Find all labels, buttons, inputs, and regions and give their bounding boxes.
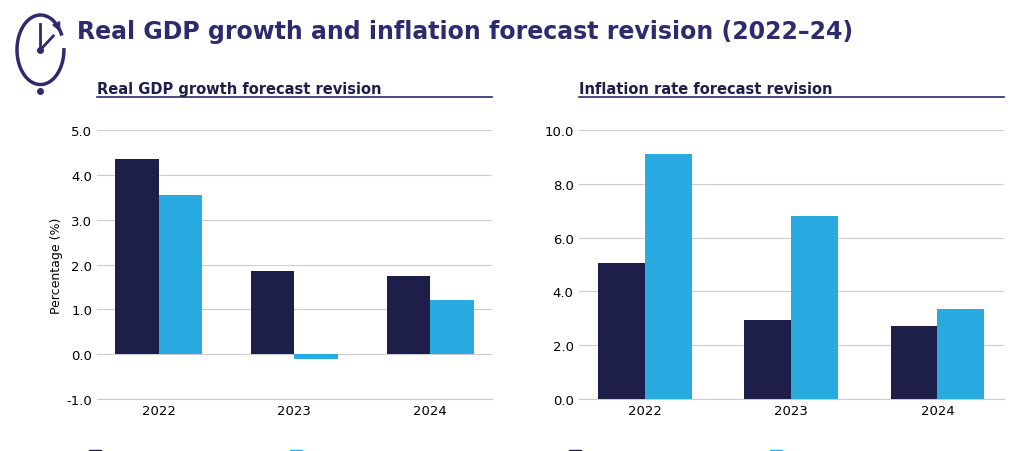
Legend: Forecast made in Feb 2022, Forecast made in Oct 2022: Forecast made in Feb 2022, Forecast made… bbox=[84, 445, 483, 451]
Bar bbox=[598, 264, 645, 399]
Legend: Forecast made in Feb 2022, Forecast made in Oct 2022: Forecast made in Feb 2022, Forecast made… bbox=[563, 445, 963, 451]
Bar bbox=[115, 160, 159, 354]
Bar bbox=[744, 320, 792, 399]
Bar bbox=[791, 216, 838, 399]
Bar bbox=[891, 327, 937, 399]
Text: Inflation rate forecast revision: Inflation rate forecast revision bbox=[579, 82, 833, 97]
Bar bbox=[387, 276, 430, 354]
Bar bbox=[937, 309, 984, 399]
Bar bbox=[430, 301, 473, 354]
Bar bbox=[159, 196, 202, 354]
Text: Real GDP growth and inflation forecast revision (2022–24): Real GDP growth and inflation forecast r… bbox=[77, 20, 853, 44]
Bar bbox=[645, 155, 691, 399]
Bar bbox=[295, 354, 338, 359]
Y-axis label: Percentage (%): Percentage (%) bbox=[49, 217, 62, 313]
Text: Real GDP growth forecast revision: Real GDP growth forecast revision bbox=[97, 82, 382, 97]
Bar bbox=[251, 272, 295, 354]
